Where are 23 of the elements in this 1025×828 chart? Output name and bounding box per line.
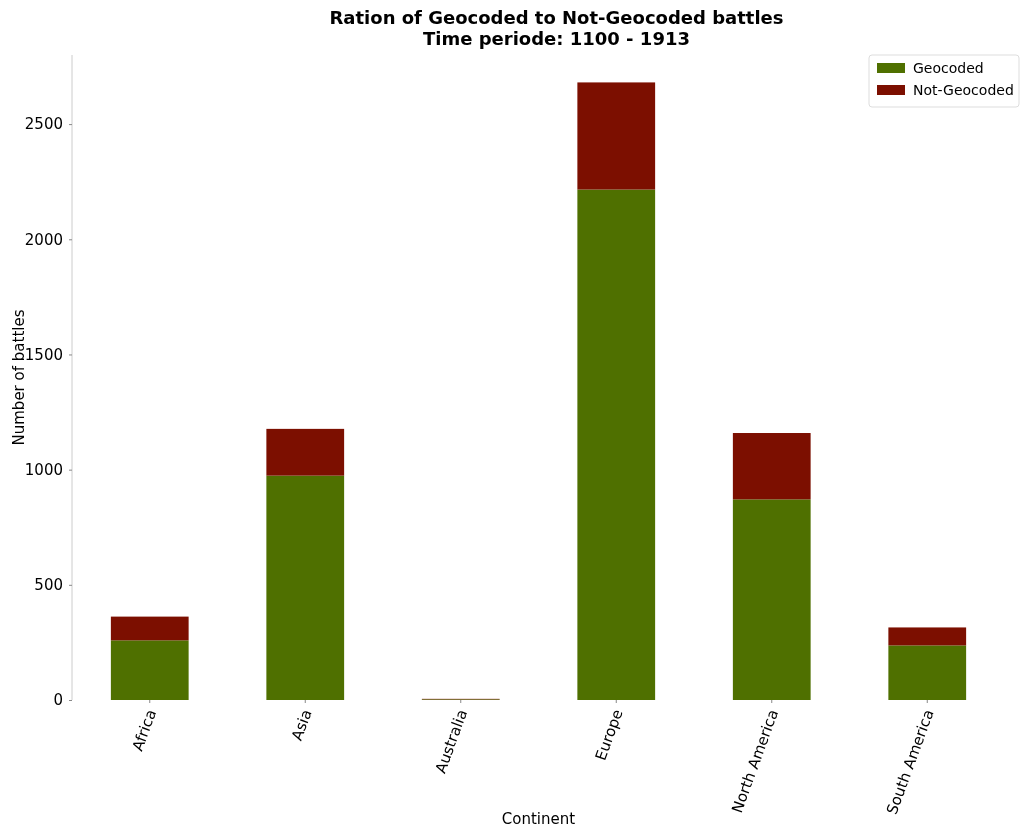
legend-label: Not-Geocoded (913, 82, 1014, 98)
chart-subtitle: Time periode: 1100 - 1913 (423, 28, 690, 49)
bar (888, 645, 967, 700)
y-tick-label: 1000 (24, 460, 63, 479)
y-tick-label: 500 (34, 576, 63, 595)
x-tick-label: Africa (128, 707, 161, 754)
bar (577, 82, 656, 190)
y-tick-label: 1500 (24, 345, 63, 364)
y-tick-label: 2000 (24, 230, 63, 249)
bar (732, 499, 811, 700)
chart-title: Ration of Geocoded to Not-Geocoded battles (329, 7, 784, 28)
y-tick-label: 2500 (24, 115, 63, 134)
bar (110, 616, 189, 641)
bar (266, 428, 345, 476)
bar (266, 475, 345, 700)
x-tick-label: Asia (287, 707, 316, 743)
bar (110, 640, 189, 700)
legend-label: Geocoded (913, 60, 984, 76)
bar (888, 627, 967, 646)
bar (732, 433, 811, 500)
bar (577, 189, 656, 700)
x-axis-title: Continent (501, 810, 576, 828)
y-tick-label: 0 (53, 691, 63, 710)
